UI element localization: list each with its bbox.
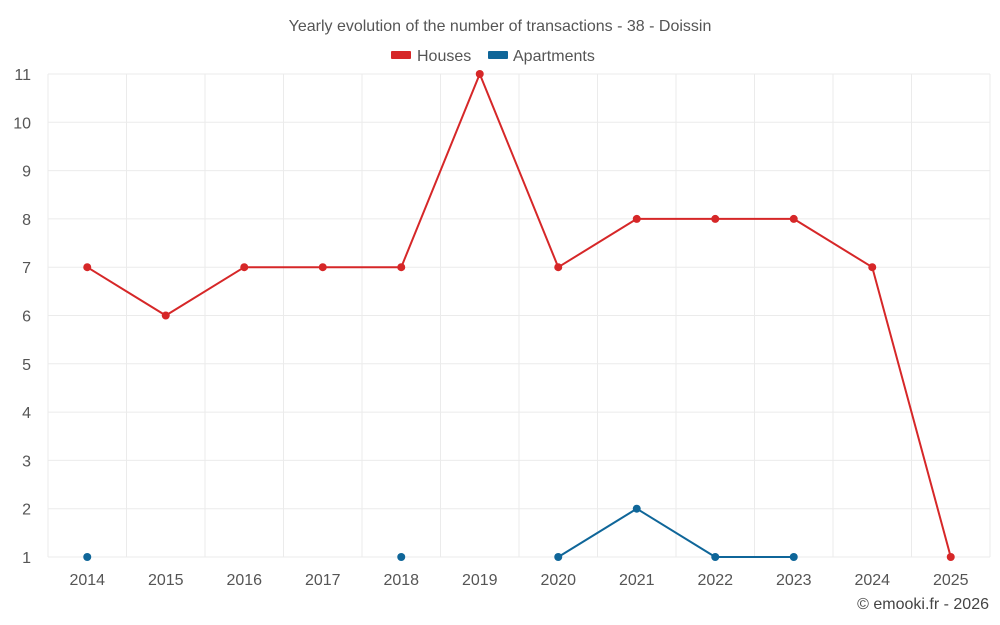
- series: [83, 70, 955, 561]
- data-point-houses-2022[interactable]: [711, 214, 720, 223]
- data-point-houses-2016[interactable]: [240, 263, 249, 272]
- data-point-houses-2020[interactable]: [554, 263, 563, 272]
- series-line-houses: [86, 73, 952, 558]
- x-tick-label: 2025: [933, 572, 969, 589]
- data-point-apartments-2021[interactable]: [632, 504, 641, 513]
- y-tick-label: 11: [14, 67, 31, 84]
- x-tick-label: 2019: [462, 572, 498, 589]
- series-line-apartments: [557, 507, 794, 558]
- x-tick-label: 2024: [854, 572, 890, 589]
- data-point-apartments-2014[interactable]: [83, 553, 92, 561]
- x-tick-label: 2015: [148, 572, 184, 589]
- chart-title: Yearly evolution of the number of transa…: [289, 18, 712, 35]
- y-tick-label: 8: [22, 212, 31, 229]
- legend-label-apartments: Apartments: [513, 48, 595, 65]
- x-tick-label: 2018: [383, 572, 419, 589]
- data-point-houses-2024[interactable]: [868, 263, 877, 272]
- data-point-houses-2023[interactable]: [789, 214, 798, 223]
- data-point-houses-2015[interactable]: [161, 311, 170, 320]
- credit: © emooki.fr - 2026: [857, 596, 989, 613]
- x-axis: 2014 2015 2016 2017 2018 2019 2020 2021 2022 2023…: [69, 572, 968, 589]
- data-point-houses-2018[interactable]: [397, 263, 406, 272]
- y-tick-label: 4: [22, 405, 31, 422]
- legend-swatch-apartments: [488, 51, 508, 59]
- data-point-houses-2019[interactable]: [475, 70, 484, 78]
- x-tick-label: 2014: [69, 572, 105, 589]
- data-point-houses-2014[interactable]: [83, 263, 92, 272]
- data-point-houses-2021[interactable]: [632, 214, 641, 223]
- legend-label-houses: Houses: [417, 48, 471, 65]
- data-point-houses-2025[interactable]: [946, 553, 955, 561]
- x-tick-label: 2022: [697, 572, 733, 589]
- data-point-apartments-2018[interactable]: [397, 553, 406, 561]
- data-point-apartments-2020[interactable]: [554, 553, 563, 561]
- data-point-apartments-2023[interactable]: [789, 553, 798, 561]
- data-point-apartments-2022[interactable]: [711, 553, 720, 561]
- x-tick-label: 2016: [226, 572, 262, 589]
- y-tick-label: 2: [22, 502, 31, 519]
- y-tick-label: 7: [22, 260, 31, 277]
- legend-item-apartments[interactable]: Apartments: [488, 48, 595, 65]
- y-tick-label: 10: [13, 115, 31, 132]
- y-tick-label: 9: [22, 164, 31, 181]
- y-tick-label: 3: [22, 453, 31, 470]
- x-tick-label: 2023: [776, 572, 812, 589]
- y-axis: 1 2 3 4 5 6 7 8 9 10 11: [13, 67, 31, 567]
- legend-swatch-houses: [391, 51, 411, 59]
- data-point-houses-2017[interactable]: [318, 263, 327, 272]
- y-tick-label: 5: [22, 357, 31, 374]
- x-tick-label: 2017: [305, 572, 341, 589]
- y-tick-label: 1: [22, 550, 31, 567]
- legend-item-houses[interactable]: Houses: [391, 48, 471, 65]
- grid: [47, 73, 991, 558]
- x-tick-label: 2020: [540, 572, 576, 589]
- y-tick-label: 6: [22, 309, 31, 326]
- x-tick-label: 2021: [619, 572, 655, 589]
- legend: Houses Apartments: [391, 48, 595, 65]
